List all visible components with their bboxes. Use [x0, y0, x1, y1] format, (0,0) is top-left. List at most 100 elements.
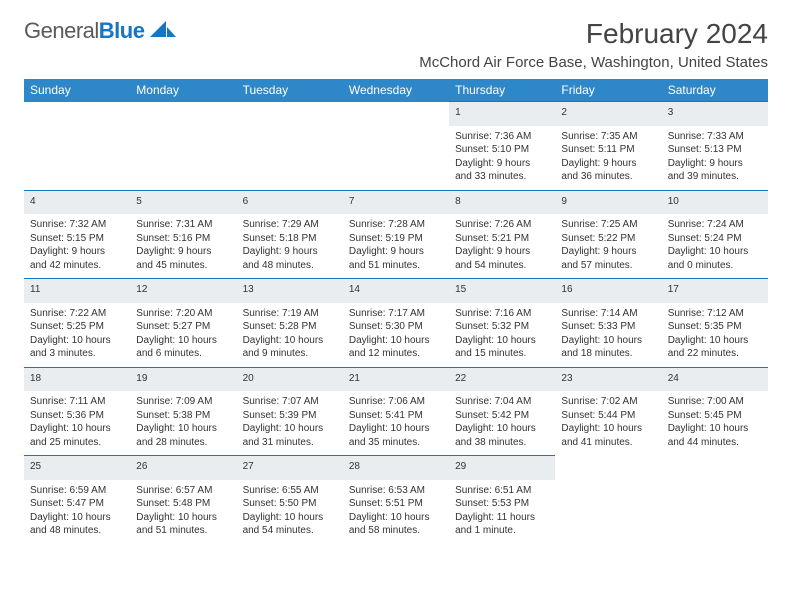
sunset-text: Sunset: 5:11 PM [561, 143, 655, 157]
daylight-text: Daylight: 10 hours and 54 minutes. [243, 511, 337, 538]
day-detail-row: Sunrise: 6:59 AMSunset: 5:47 PM Daylight:… [24, 480, 768, 544]
sail-icon [150, 19, 176, 44]
sunset-text: Sunset: 5:53 PM [455, 497, 549, 511]
sunrise-text: Sunrise: 7:02 AM [561, 395, 655, 409]
weekday-header-row: Sunday Monday Tuesday Wednesday Thursday… [24, 79, 768, 102]
day-number-row: 123 [24, 102, 768, 126]
month-title: February 2024 [419, 18, 768, 50]
day-detail-cell: Sunrise: 7:14 AMSunset: 5:33 PMDaylight:… [555, 303, 661, 368]
day-number-cell [555, 456, 661, 480]
sunrise-text: Sunrise: 7:16 AM [455, 307, 549, 321]
brand-part2: Blue [99, 18, 145, 43]
sunset-text: Sunset: 5:47 PM [30, 497, 124, 511]
day-detail-cell: Sunrise: 7:19 AMSunset: 5:28 PMDaylight:… [237, 303, 343, 368]
sunrise-text: Sunrise: 7:11 AM [30, 395, 124, 409]
day-number-cell: 24 [662, 367, 768, 391]
sunset-text: Sunset: 5:36 PM [30, 409, 124, 423]
day-number-cell: 9 [555, 190, 661, 214]
day-detail-cell: Sunrise: 6:59 AMSunset: 5:47 PMDaylight:… [24, 480, 130, 544]
sunset-text: Sunset: 5:22 PM [561, 232, 655, 246]
daylight-text: Daylight: 10 hours and 35 minutes. [349, 422, 443, 449]
daylight-text: Daylight: 10 hours and 58 minutes. [349, 511, 443, 538]
day-number-cell: 16 [555, 279, 661, 303]
sunrise-text: Sunrise: 7:07 AM [243, 395, 337, 409]
day-detail-cell: Sunrise: 7:11 AMSunset: 5:36 PMDaylight:… [24, 391, 130, 456]
daylight-text: Daylight: 10 hours and 18 minutes. [561, 334, 655, 361]
sunrise-text: Sunrise: 7:14 AM [561, 307, 655, 321]
day-number-cell: 19 [130, 367, 236, 391]
sunrise-text: Sunrise: 6:59 AM [30, 484, 124, 498]
day-detail-cell: Sunrise: 7:31 AMSunset: 5:16 PMDaylight:… [130, 214, 236, 279]
sunset-text: Sunset: 5:33 PM [561, 320, 655, 334]
day-detail-cell [343, 126, 449, 191]
calendar-table: Sunday Monday Tuesday Wednesday Thursday… [24, 79, 768, 544]
day-detail-cell: Sunrise: 6:57 AMSunset: 5:48 PMDaylight:… [130, 480, 236, 544]
day-detail-cell: Sunrise: 7:20 AMSunset: 5:27 PMDaylight:… [130, 303, 236, 368]
day-detail-cell: Sunrise: 7:04 AMSunset: 5:42 PMDaylight:… [449, 391, 555, 456]
daylight-text: Daylight: 10 hours and 0 minutes. [668, 245, 762, 272]
sunset-text: Sunset: 5:51 PM [349, 497, 443, 511]
brand-name: GeneralBlue [24, 18, 144, 44]
sunset-text: Sunset: 5:48 PM [136, 497, 230, 511]
day-number-cell: 10 [662, 190, 768, 214]
daylight-text: Daylight: 10 hours and 6 minutes. [136, 334, 230, 361]
sunset-text: Sunset: 5:27 PM [136, 320, 230, 334]
day-detail-row: Sunrise: 7:11 AMSunset: 5:36 PMDaylight:… [24, 391, 768, 456]
day-number-cell: 6 [237, 190, 343, 214]
daylight-text: Daylight: 10 hours and 28 minutes. [136, 422, 230, 449]
day-detail-cell: Sunrise: 7:28 AMSunset: 5:19 PMDaylight:… [343, 214, 449, 279]
day-detail-cell: Sunrise: 7:22 AMSunset: 5:25 PMDaylight:… [24, 303, 130, 368]
day-detail-cell: Sunrise: 7:35 AMSunset: 5:11 PMDaylight:… [555, 126, 661, 191]
day-number-cell: 22 [449, 367, 555, 391]
sunrise-text: Sunrise: 7:09 AM [136, 395, 230, 409]
day-detail-row: Sunrise: 7:36 AMSunset: 5:10 PMDaylight:… [24, 126, 768, 191]
day-number-cell [237, 102, 343, 126]
sunrise-text: Sunrise: 7:33 AM [668, 130, 762, 144]
daylight-text: Daylight: 10 hours and 12 minutes. [349, 334, 443, 361]
day-detail-cell [662, 480, 768, 544]
day-detail-cell [555, 480, 661, 544]
day-number-row: 11121314151617 [24, 279, 768, 303]
sunrise-text: Sunrise: 7:26 AM [455, 218, 549, 232]
sunset-text: Sunset: 5:25 PM [30, 320, 124, 334]
sunset-text: Sunset: 5:15 PM [30, 232, 124, 246]
daylight-text: Daylight: 10 hours and 41 minutes. [561, 422, 655, 449]
day-detail-cell: Sunrise: 7:33 AMSunset: 5:13 PMDaylight:… [662, 126, 768, 191]
sunset-text: Sunset: 5:24 PM [668, 232, 762, 246]
sunrise-text: Sunrise: 6:57 AM [136, 484, 230, 498]
day-number-row: 18192021222324 [24, 367, 768, 391]
sunrise-text: Sunrise: 7:20 AM [136, 307, 230, 321]
day-number-cell: 28 [343, 456, 449, 480]
daylight-text: Daylight: 10 hours and 38 minutes. [455, 422, 549, 449]
day-detail-cell [130, 126, 236, 191]
day-number-cell: 14 [343, 279, 449, 303]
sunrise-text: Sunrise: 7:31 AM [136, 218, 230, 232]
weekday-header: Tuesday [237, 79, 343, 102]
day-number-cell: 12 [130, 279, 236, 303]
day-number-cell: 15 [449, 279, 555, 303]
day-detail-cell: Sunrise: 7:06 AMSunset: 5:41 PMDaylight:… [343, 391, 449, 456]
sunset-text: Sunset: 5:16 PM [136, 232, 230, 246]
day-detail-cell: Sunrise: 7:25 AMSunset: 5:22 PMDaylight:… [555, 214, 661, 279]
sunrise-text: Sunrise: 7:19 AM [243, 307, 337, 321]
day-detail-cell [237, 126, 343, 191]
day-detail-row: Sunrise: 7:32 AMSunset: 5:15 PMDaylight:… [24, 214, 768, 279]
sunrise-text: Sunrise: 6:51 AM [455, 484, 549, 498]
sunset-text: Sunset: 5:28 PM [243, 320, 337, 334]
day-detail-cell: Sunrise: 7:02 AMSunset: 5:44 PMDaylight:… [555, 391, 661, 456]
sunrise-text: Sunrise: 7:22 AM [30, 307, 124, 321]
day-number-cell: 3 [662, 102, 768, 126]
daylight-text: Daylight: 10 hours and 25 minutes. [30, 422, 124, 449]
day-detail-cell: Sunrise: 7:12 AMSunset: 5:35 PMDaylight:… [662, 303, 768, 368]
day-number-cell: 5 [130, 190, 236, 214]
day-detail-cell: Sunrise: 7:26 AMSunset: 5:21 PMDaylight:… [449, 214, 555, 279]
sunrise-text: Sunrise: 7:17 AM [349, 307, 443, 321]
day-number-cell [24, 102, 130, 126]
sunrise-text: Sunrise: 7:04 AM [455, 395, 549, 409]
daylight-text: Daylight: 9 hours and 33 minutes. [455, 157, 549, 184]
sunset-text: Sunset: 5:38 PM [136, 409, 230, 423]
sunset-text: Sunset: 5:50 PM [243, 497, 337, 511]
daylight-text: Daylight: 9 hours and 48 minutes. [243, 245, 337, 272]
day-number-cell: 11 [24, 279, 130, 303]
day-detail-cell: Sunrise: 7:00 AMSunset: 5:45 PMDaylight:… [662, 391, 768, 456]
